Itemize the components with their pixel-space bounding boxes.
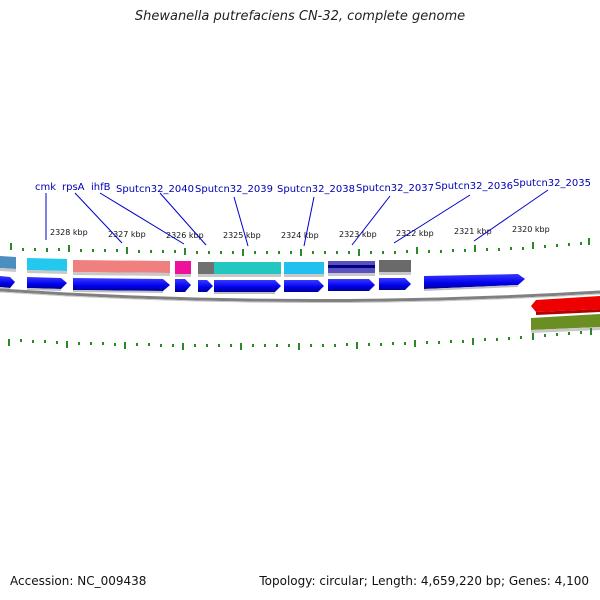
feature-track	[0, 256, 411, 277]
gene-label-rpsA: rpsA	[62, 182, 85, 193]
cds-arrow	[214, 280, 281, 292]
cds-arrow	[175, 279, 191, 292]
feature-olive	[531, 314, 600, 330]
label-leader-lines	[45, 189, 549, 247]
gene-label-sputcn32-2037: Sputcn32_2037	[356, 183, 434, 194]
feature-gray	[198, 262, 214, 274]
cds-arrow	[284, 280, 324, 292]
scale-label: 2324 kbp	[281, 231, 319, 240]
inner-tick-ruler	[8, 328, 592, 350]
scale-label: 2323 kbp	[339, 230, 377, 239]
cds-arrow	[73, 278, 170, 291]
feature-gray-2	[379, 260, 411, 272]
gene-label-sputcn32-2038: Sputcn32_2038	[277, 184, 355, 195]
cds-forward-track	[0, 274, 525, 292]
feature-teal	[214, 262, 281, 274]
gene-label-cmk: cmk	[35, 182, 56, 193]
genome-backbone	[0, 288, 600, 303]
cds-arrow	[0, 276, 15, 288]
gene-labels: cmk rpsA ihfB Sputcn32_2040 Sputcn32_203…	[35, 178, 591, 195]
gene-label-sputcn32-2039: Sputcn32_2039	[195, 184, 273, 195]
scale-labels: 2328 kbp 2327 kbp 2326 kbp 2325 kbp 2324…	[50, 225, 550, 240]
cds-arrow	[328, 279, 375, 291]
feature-red	[531, 296, 600, 312]
cds-arrow	[198, 280, 213, 292]
gene-label-sputcn32-2035: Sputcn32_2035	[513, 178, 591, 189]
cds-shadows	[0, 285, 518, 294]
feature-cyan-2	[284, 262, 324, 274]
outer-tick-ruler	[10, 238, 590, 256]
gene-label-sputcn32-2040: Sputcn32_2040	[116, 184, 194, 195]
cds-arrow	[424, 274, 525, 289]
scale-label: 2322 kbp	[396, 229, 434, 238]
scale-label: 2326 kbp	[166, 231, 204, 240]
reverse-features	[531, 296, 600, 333]
scale-label: 2328 kbp	[50, 228, 88, 237]
cds-arrow	[379, 278, 411, 290]
feature-steelblue	[0, 256, 16, 269]
scale-label: 2321 kbp	[454, 227, 492, 236]
feature-magenta	[175, 261, 191, 274]
accession-text: Accession: NC_009438	[10, 574, 147, 588]
map-title: Shewanella putrefaciens CN-32, complete …	[134, 9, 466, 24]
feature-salmon	[73, 260, 170, 273]
feature-cyan	[27, 258, 67, 271]
gene-label-ihfB: ihfB	[91, 182, 111, 193]
scale-label: 2320 kbp	[512, 225, 550, 234]
scale-label: 2327 kbp	[108, 230, 146, 239]
genome-summary-text: Topology: circular; Length: 4,659,220 bp…	[259, 574, 589, 588]
scale-label: 2325 kbp	[223, 231, 261, 240]
gene-label-sputcn32-2036: Sputcn32_2036	[435, 181, 513, 192]
cds-arrow	[27, 277, 67, 289]
